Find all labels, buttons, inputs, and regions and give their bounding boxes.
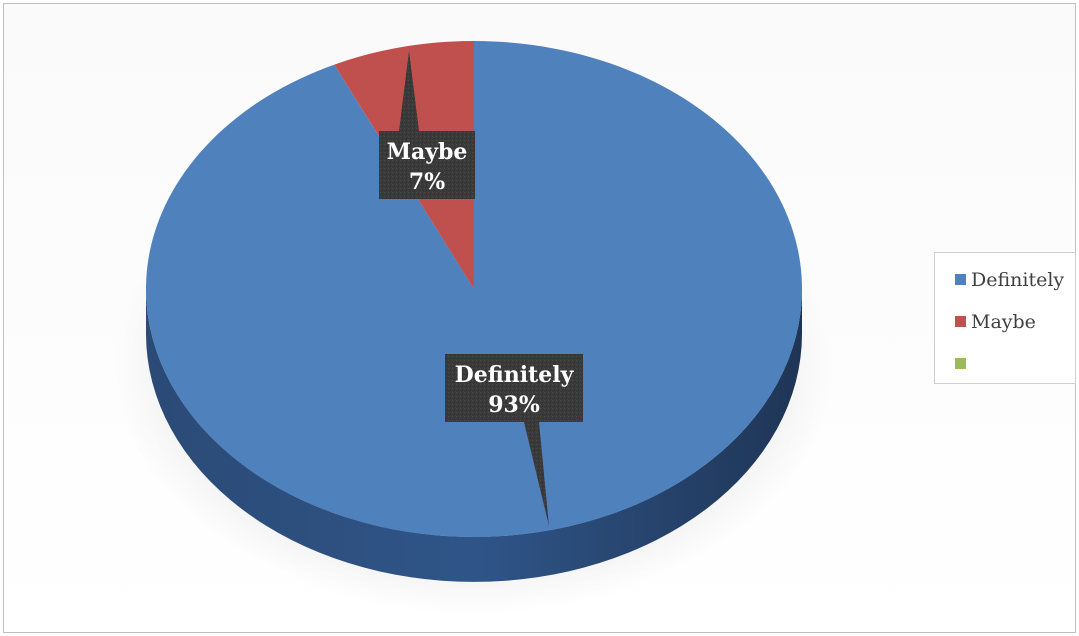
data-label-box-definitely [445, 354, 583, 422]
data-label-maybe: Maybe 7% [379, 51, 475, 199]
pie-slices [145, 41, 802, 537]
data-label-value-maybe: 7% [409, 169, 445, 195]
legend-item-unnamed [935, 353, 1075, 374]
pie-side-wall [146, 289, 802, 582]
legend-swatch-maybe [955, 316, 966, 327]
data-label-definitely: Definitely 93% [445, 354, 583, 526]
data-label-pointer-definitely [524, 422, 549, 526]
data-label-pointer-maybe [399, 51, 419, 131]
chart-area: Maybe 7% Definitely 93% Definitely Maybe [3, 3, 1076, 633]
legend-label-definitely: Definitely [971, 268, 1065, 291]
pie-slice-definitely [145, 41, 802, 537]
legend-swatch-definitely [955, 274, 966, 285]
legend-item-definitely: Definitely [935, 268, 1075, 291]
pie-chart: Maybe 7% Definitely 93% [114, 41, 834, 614]
data-label-value-definitely: 93% [488, 392, 540, 418]
data-label-name-maybe: Maybe [387, 139, 468, 165]
legend: Definitely Maybe [934, 252, 1076, 384]
legend-item-maybe: Maybe [935, 310, 1075, 333]
data-label-box-maybe [379, 131, 475, 199]
legend-swatch-unnamed [955, 358, 966, 369]
pie-side [146, 289, 802, 582]
legend-label-maybe: Maybe [971, 310, 1036, 333]
pie-data-labels: Maybe 7% Definitely 93% [379, 51, 583, 526]
data-label-name-definitely: Definitely [455, 362, 575, 388]
